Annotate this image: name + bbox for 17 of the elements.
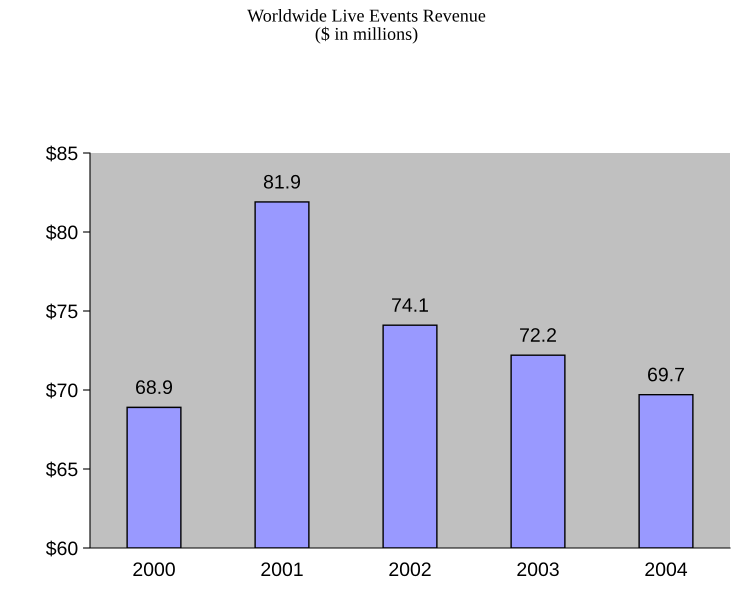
chart-title: Worldwide Live Events Revenue ($ in millions) — [247, 9, 486, 44]
y-tick-label: $85 — [46, 146, 78, 162]
data-label: 72.2 — [520, 328, 556, 342]
x-tick-label: 2003 — [517, 562, 559, 576]
y-tick-label: $65 — [46, 462, 78, 478]
y-tick-label: $70 — [46, 382, 78, 398]
data-label: 68.9 — [136, 380, 172, 394]
y-tick-label: $80 — [46, 224, 78, 240]
data-label: 74.1 — [392, 298, 428, 312]
y-tick-label: $75 — [46, 304, 78, 320]
x-tick-label: 2000 — [133, 562, 175, 576]
x-tick-label: 2004 — [645, 562, 688, 576]
data-label: 81.9 — [264, 174, 300, 189]
x-tick-label: 2001 — [261, 562, 303, 576]
x-tick-label: 2002 — [389, 562, 431, 576]
data-label: 69.7 — [648, 368, 684, 382]
y-tick-label: $60 — [46, 540, 78, 556]
